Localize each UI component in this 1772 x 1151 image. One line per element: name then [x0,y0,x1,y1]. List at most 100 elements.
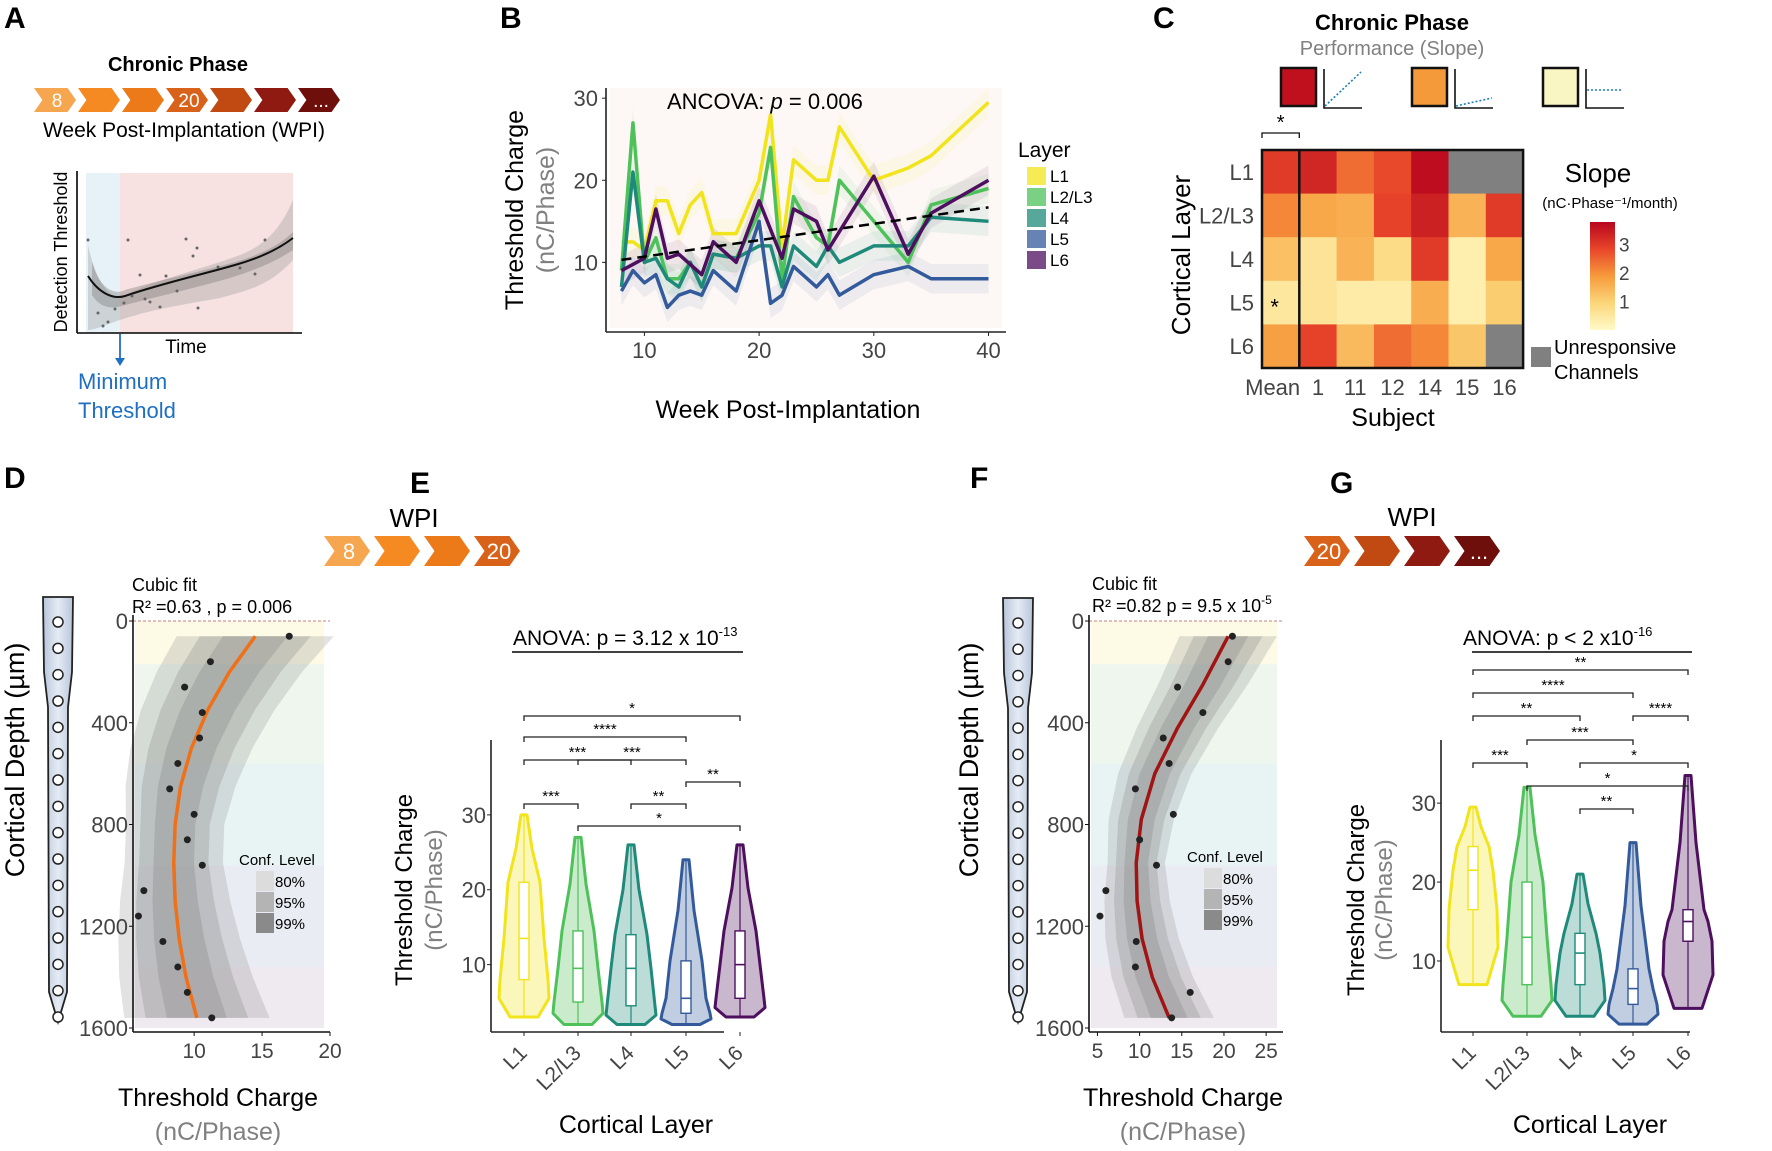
data-point [1102,887,1110,895]
electrode-site [52,932,64,944]
electrode-site [1012,906,1024,918]
heatmap-cell [1299,280,1338,325]
electrode-site [1012,774,1024,787]
electrode-site [1012,748,1024,761]
electrode-site [52,853,64,865]
x-axis-label-a: Time [165,337,207,358]
heatmap-cell [1299,193,1338,238]
x-tick-label: L1 [499,1042,532,1075]
significance-stars: *** [569,744,587,761]
y-tick-label: 800 [1047,813,1084,838]
confidence-band-80 [1104,636,1277,1018]
electrode-site [52,1011,64,1023]
data-point [174,963,182,971]
boxplot-box [680,960,692,1014]
chevron-5 [210,88,252,112]
y-tick-label: 10 [462,953,486,978]
trend-curve [87,237,294,298]
data-point [285,632,293,640]
conf-legend-label: 95% [275,895,305,912]
x-axis-units-d: (nC/Phase) [155,1118,281,1146]
layer-band-l2-l3 [135,664,324,764]
conf-legend-swatch [256,892,274,912]
y-axis-label-b: Threshold Charge [501,110,529,310]
y-tick-label: 800 [91,813,128,838]
ribbon-l6 [621,161,989,290]
legend-title-b: Layer [1018,139,1071,162]
heatmap-cell [1373,150,1412,195]
significance-bracket [577,759,687,765]
y-tick-label: 30 [1412,791,1436,816]
schematic-point [216,265,220,269]
data-point [140,887,148,895]
electrode-site [1012,958,1024,971]
heatmap-cell [1485,324,1524,369]
wpi-label-e: WPI [389,503,438,533]
data-point [208,1014,216,1022]
schematic-point [175,289,179,293]
slope-example-swatch [1410,66,1449,108]
schematic-point [106,320,110,324]
electrode-site [1012,984,1024,997]
x-tick-label: 15 [1170,1040,1193,1063]
y-axis-units-e: (nC/Phase) [421,829,448,950]
heatmap-cell [1448,193,1487,238]
conf-legend-title: Conf. Level [239,852,315,869]
data-point [183,988,191,996]
y-tick-label: 10 [574,250,598,275]
column-label: 16 [1492,375,1516,400]
column-label: 1 [1312,375,1324,400]
schematic-point [101,324,105,328]
y-tick-label: 10 [1412,949,1436,974]
heatmap-cell [1262,193,1300,238]
layer-band-l6 [1091,966,1277,1028]
layer-band-l6 [135,966,324,1028]
legend-swatch [1027,209,1046,227]
boxplot-box [625,933,637,1007]
anova-annotation-g: ANOVA: p < 2 x10-16 [1463,624,1652,650]
significance-stars: ** [1521,700,1533,717]
legend-label: L4 [1050,209,1069,228]
y-tick-label: 1600 [1035,1016,1084,1041]
heatmap-cell [1411,324,1449,369]
y-tick-label: 1600 [79,1016,128,1041]
x-axis-label-e: Cortical Layer [559,1111,713,1139]
heatmap-cell [1299,150,1338,195]
heatmap-border [1260,148,1525,370]
significance-stars: * [1605,770,1611,787]
electrode-site [52,879,64,892]
heatmap-cell [1336,324,1375,369]
layer-band-l5 [135,865,324,967]
series-line-trend [621,206,989,262]
chevron-6 [254,88,296,112]
layer-band-l1 [135,621,324,665]
x-axis-label-f: Threshold Charge [1083,1084,1283,1112]
data-point [134,912,142,920]
heatmap-cell [1411,237,1449,282]
heatmap-cell [1485,237,1524,282]
heatmap-cell [1336,193,1375,238]
y-axis-label-f: Cortical Depth (µm) [954,643,984,878]
electrode-site [1012,696,1024,708]
electrode-site [1012,853,1024,866]
electrode-site [52,905,64,918]
line-chart-b: 10 20 30 40 10 20 30 [574,86,1001,363]
electrode-site [1012,669,1024,682]
x-tick-label: 25 [1254,1040,1277,1063]
significance-stars: ** [1575,654,1587,671]
significance-stars: **** [593,721,617,738]
confidence-band-80 [118,636,334,1018]
data-point [198,709,206,717]
data-point [198,861,206,869]
panel-c-title: Chronic Phase [1315,10,1469,35]
chevron-2 [1354,536,1400,566]
panel-a: A Chronic Phase 8 20... Week Post-Implant… [4,2,340,423]
data-point [1186,988,1194,996]
schematic-point [126,238,130,242]
panel-letter-g: G [1330,467,1353,500]
data-point [1165,759,1173,767]
chevron-label: 20 [487,539,511,564]
